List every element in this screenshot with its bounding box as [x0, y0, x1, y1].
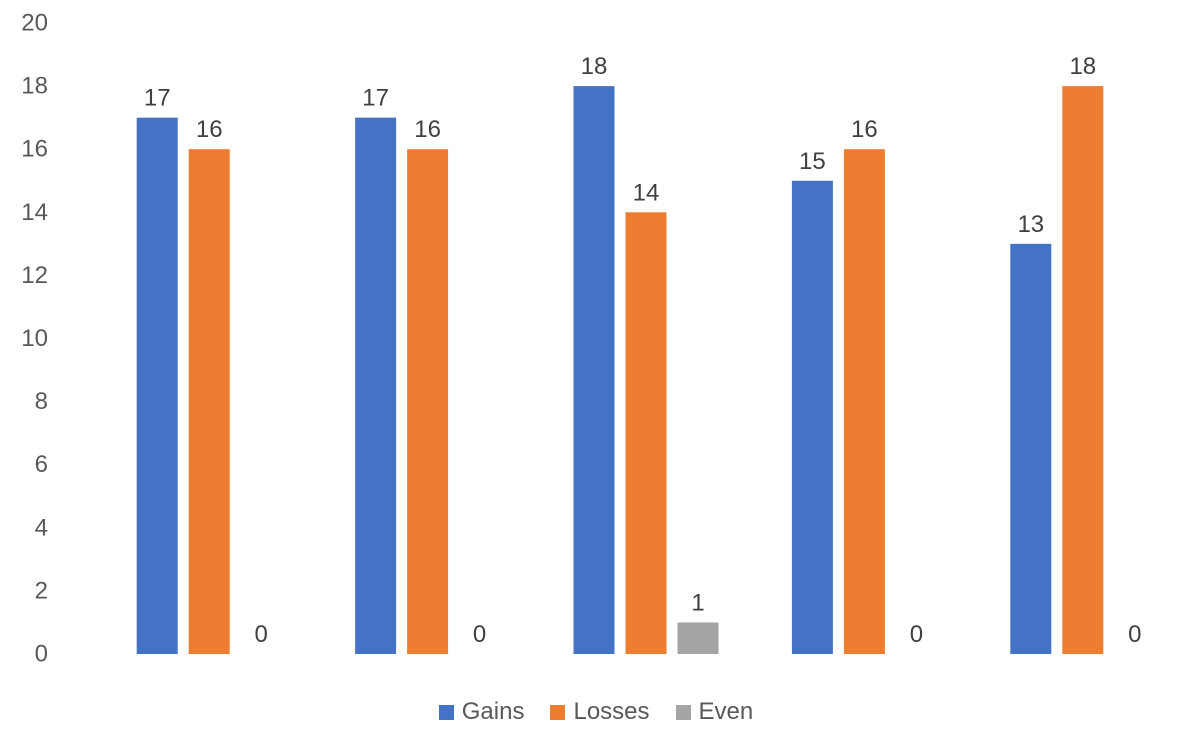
data-label-losses: 14 — [633, 179, 660, 206]
data-label-gains: 18 — [581, 53, 608, 80]
bar-losses — [843, 149, 885, 654]
bar-losses — [1062, 86, 1104, 655]
bar-even — [677, 622, 719, 654]
legend-swatch — [438, 704, 454, 720]
data-label-losses: 16 — [414, 116, 441, 143]
legend-label: Even — [698, 698, 754, 725]
bar-gains — [1010, 243, 1052, 654]
data-label-even: 0 — [473, 621, 486, 648]
bar-losses — [625, 212, 667, 655]
bar-losses — [407, 149, 449, 654]
data-label-gains: 17 — [144, 85, 171, 112]
bar-gains — [136, 117, 178, 654]
y-tick-label: 6 — [35, 451, 48, 478]
y-tick-label: 12 — [21, 262, 48, 289]
y-tick-label: 0 — [35, 641, 48, 668]
legend-item-losses: Losses — [550, 697, 650, 727]
data-label-losses: 18 — [1069, 53, 1096, 80]
y-tick-label: 20 — [21, 10, 48, 37]
y-tick-label: 10 — [21, 325, 48, 352]
bar-gains — [791, 180, 833, 654]
legend-swatch — [675, 704, 691, 720]
data-label-even: 0 — [910, 621, 923, 648]
y-tick-label: 4 — [35, 514, 48, 541]
data-label-gains: 13 — [1017, 211, 1044, 238]
bar-losses — [188, 149, 230, 654]
data-label-even: 0 — [255, 621, 268, 648]
data-label-gains: 17 — [362, 85, 389, 112]
data-label-even: 1 — [691, 589, 704, 616]
y-tick-label: 2 — [35, 577, 48, 604]
legend-swatch — [550, 704, 566, 720]
bar-gains — [355, 117, 397, 654]
y-tick-label: 8 — [35, 388, 48, 415]
data-label-gains: 15 — [799, 148, 826, 175]
legend-item-gains: Gains — [438, 697, 525, 727]
legend: Gains Losses Even — [0, 697, 1192, 727]
legend-item-even: Even — [675, 697, 754, 727]
y-tick-label: 18 — [21, 73, 48, 100]
legend-label: Losses — [573, 698, 650, 725]
data-label-losses: 16 — [851, 116, 878, 143]
data-label-losses: 16 — [196, 116, 223, 143]
bar-gains — [573, 86, 615, 655]
data-label-even: 0 — [1128, 621, 1141, 648]
y-tick-label: 16 — [21, 136, 48, 163]
y-tick-label: 14 — [21, 199, 48, 226]
legend-label: Gains — [461, 698, 525, 725]
